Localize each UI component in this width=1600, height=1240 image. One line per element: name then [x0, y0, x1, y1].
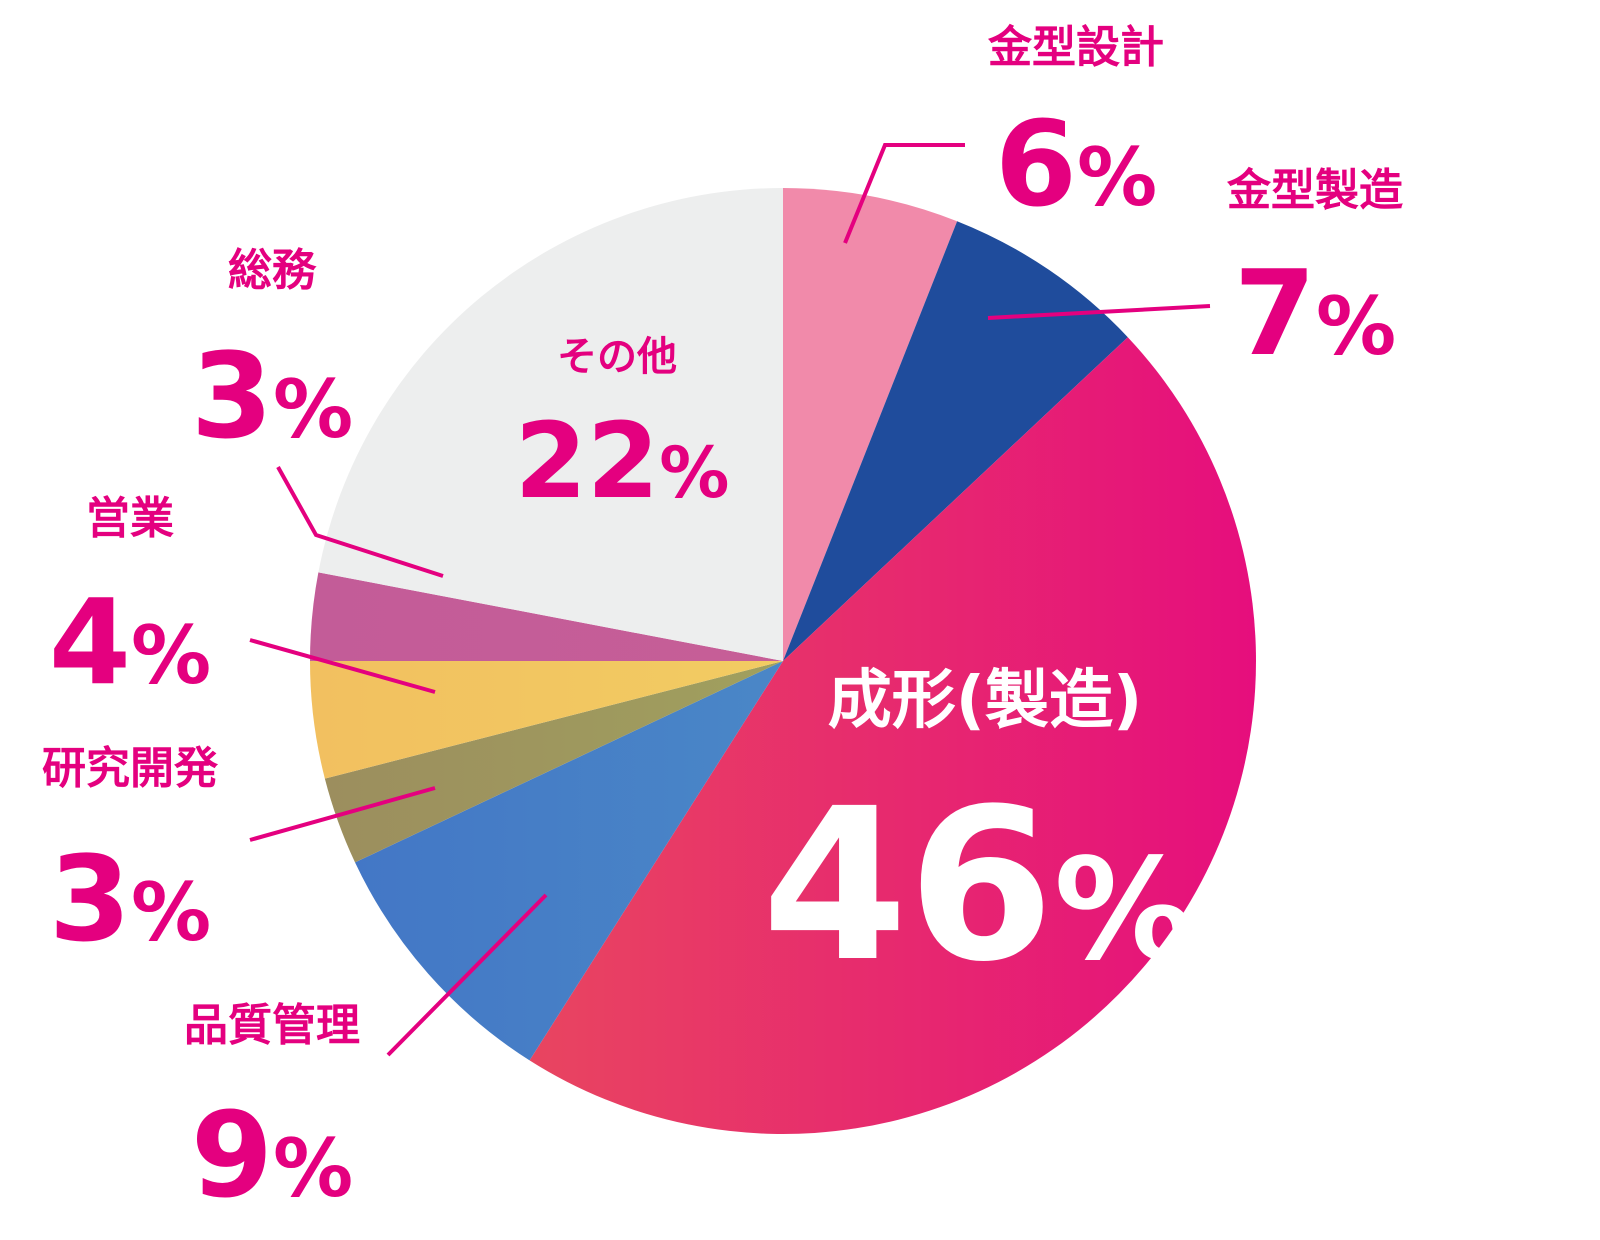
slice-3-leader-line: [386, 893, 548, 1057]
slice-labels: 金型設計 6% 金型製造 7% 成形(製造) 46% 品質管理 9% 研究開発 3% 営業 4% 総務 3…: [42, 22, 1403, 1224]
slice-5-leader-line: [249, 638, 436, 694]
slice-0: [783, 188, 958, 661]
slice-4-leader-line: [249, 786, 436, 842]
slice-2-name-label: 成形(製造): [828, 664, 1143, 738]
leader-lines: [249, 143, 1211, 1057]
slice-2-value-label: 46%: [762, 763, 1195, 1008]
slice-4: [324, 661, 783, 863]
slice-7: [318, 188, 783, 661]
pie-slices: [310, 188, 1256, 1134]
slice-0-leader-line: [843, 143, 965, 244]
slice-5-value-label: 4%: [49, 573, 211, 711]
slice-1: [783, 221, 1128, 661]
slice-7-value-label: 22%: [515, 400, 730, 522]
slice-6-leader-line: [276, 466, 444, 578]
slice-0-name-label: 金型設計: [987, 22, 1164, 73]
slice-6: [310, 572, 783, 661]
slice-6-name-label: 総務: [228, 245, 317, 296]
slice-5-name-label: 営業: [86, 493, 174, 544]
slice-4-value-label: 3%: [49, 830, 211, 968]
slice-3-name-label: 品質管理: [184, 1000, 360, 1051]
slice-1-leader-line: [987, 304, 1211, 320]
slice-1-name-label: 金型製造: [1226, 165, 1403, 216]
slice-7-name-label: その他: [557, 334, 677, 380]
slice-0-value-label: 6%: [995, 95, 1157, 233]
slice-2: [529, 337, 1256, 1134]
slice-6-value-label: 3%: [191, 327, 353, 465]
slice-1-value-label: 7%: [1234, 244, 1396, 382]
slice-4-name-label: 研究開発: [42, 743, 219, 794]
slice-3-value-label: 9%: [191, 1086, 353, 1224]
slice-3: [355, 661, 783, 1061]
